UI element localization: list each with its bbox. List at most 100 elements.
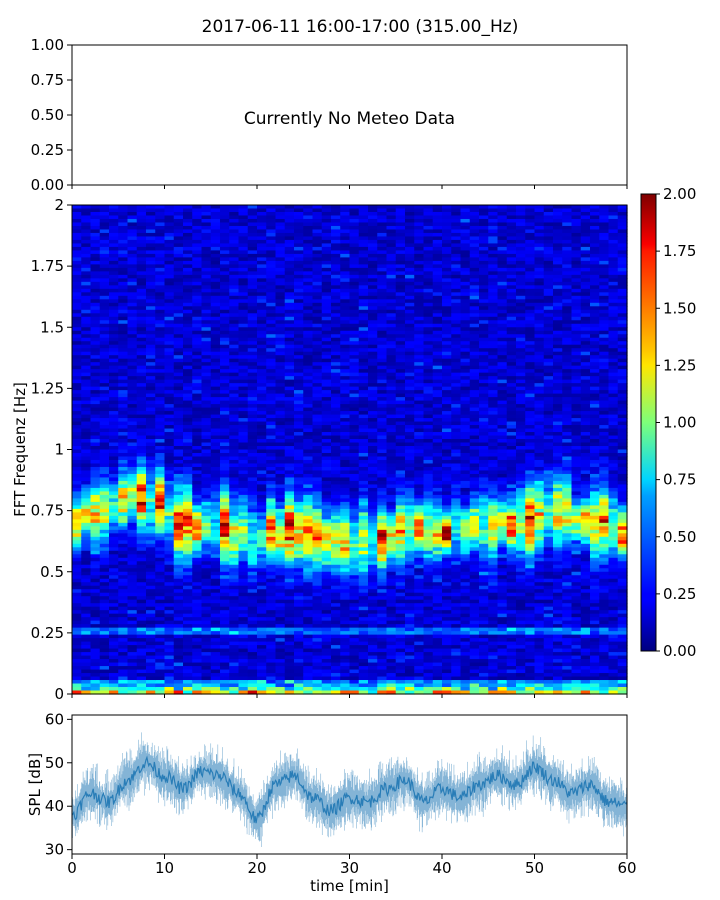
heatmap-cell — [266, 452, 277, 458]
heatmap-cell — [303, 215, 314, 220]
heatmap-cell — [155, 243, 166, 248]
heatmap-cell — [312, 634, 323, 639]
heatmap-cell — [201, 662, 212, 667]
heatmap-cell — [368, 589, 378, 594]
heatmap-cell — [146, 414, 156, 419]
heatmap-cell — [183, 393, 193, 398]
heatmap-cell — [312, 215, 323, 220]
heatmap-cell — [247, 400, 258, 405]
heatmap-cell — [90, 267, 101, 272]
heatmap-cell — [266, 442, 277, 447]
heatmap-cell — [238, 592, 249, 597]
heatmap-cell — [312, 550, 323, 555]
heatmap-cell — [164, 557, 175, 562]
heatmap-cell — [118, 687, 129, 692]
heatmap-cell — [210, 435, 221, 440]
heatmap-cell — [238, 337, 249, 342]
heatmap-cell — [321, 281, 332, 286]
heatmap-cell — [164, 613, 175, 618]
heatmap-cell — [220, 229, 230, 234]
heatmap-cell — [146, 501, 156, 506]
heatmap-cell — [321, 295, 332, 300]
heatmap-cell — [127, 620, 138, 625]
heatmap-cell — [349, 690, 360, 695]
heatmap-cell — [183, 638, 193, 643]
heatmap-cell — [303, 592, 314, 597]
heatmap-cell — [192, 540, 203, 545]
heatmap-cell — [183, 205, 193, 210]
heatmap-cell — [136, 236, 147, 241]
heatmap-cell — [386, 543, 397, 548]
heatmap-cell — [183, 327, 193, 332]
heatmap-cell — [136, 459, 147, 465]
heatmap-cell — [266, 473, 277, 479]
heatmap-cell — [210, 236, 221, 241]
heatmap-cell — [358, 446, 369, 451]
heatmap-cell — [220, 459, 230, 465]
heatmap-cell — [201, 267, 212, 272]
heatmap-cell — [331, 295, 341, 300]
heatmap-cell — [72, 390, 82, 395]
heatmap-cell — [303, 620, 314, 625]
heatmap-cell — [294, 599, 304, 604]
heatmap-cell — [294, 631, 304, 636]
heatmap-cell — [72, 323, 82, 328]
heatmap-cell — [386, 540, 397, 545]
heatmap-cell — [294, 302, 304, 307]
heatmap-cell — [358, 271, 369, 276]
heatmap-cell — [164, 386, 175, 391]
heatmap-cell — [266, 337, 277, 342]
heatmap-cell — [220, 288, 230, 293]
heatmap-cell — [340, 271, 351, 276]
heatmap-cell — [275, 428, 286, 433]
heatmap-cell — [275, 512, 286, 517]
heatmap-cell — [247, 659, 258, 664]
heatmap-cell — [118, 543, 129, 548]
heatmap-cell — [118, 624, 129, 629]
heatmap-cell — [247, 592, 258, 597]
heatmap-cell — [358, 211, 369, 217]
heatmap-cell — [358, 327, 369, 332]
heatmap-cell — [81, 330, 92, 335]
heatmap-cell — [340, 313, 351, 318]
heatmap-cell — [377, 355, 388, 360]
heatmap-cell — [340, 439, 351, 444]
heatmap-cell — [257, 613, 267, 618]
heatmap-cell — [99, 673, 110, 678]
heatmap-cell — [173, 218, 184, 224]
heatmap-cell — [275, 421, 286, 426]
heatmap-cell — [136, 526, 147, 531]
heatmap-cell — [164, 323, 175, 328]
heatmap-cell — [368, 285, 378, 290]
heatmap-cell — [358, 337, 369, 342]
heatmap-cell — [183, 687, 193, 692]
heatmap-cell — [118, 302, 129, 307]
heatmap-cell — [72, 232, 82, 238]
heatmap-cell — [155, 606, 166, 611]
heatmap-cell — [386, 337, 397, 342]
heatmap-cell — [358, 529, 369, 534]
heatmap-cell — [127, 491, 138, 496]
heatmap-cell — [284, 624, 295, 629]
heatmap-cell — [340, 508, 351, 513]
heatmap-cell — [275, 369, 286, 374]
heatmap-cell — [294, 477, 304, 482]
heatmap-cell — [109, 477, 119, 482]
heatmap-cell — [183, 215, 193, 220]
heatmap-cell — [146, 610, 156, 615]
heatmap-cell — [266, 568, 277, 573]
heatmap-cell — [247, 334, 258, 339]
heatmap-cell — [99, 585, 110, 590]
heatmap-cell — [183, 526, 193, 531]
heatmap-cell — [220, 215, 230, 220]
heatmap-cell — [90, 309, 101, 314]
heatmap-cell — [331, 369, 341, 374]
heatmap-cell — [99, 383, 110, 388]
heatmap-cell — [72, 362, 82, 367]
heatmap-cell — [136, 320, 147, 325]
heatmap-cell — [321, 229, 332, 234]
heatmap-cell — [266, 344, 277, 349]
heatmap-cell — [275, 449, 286, 454]
heatmap-cell — [118, 428, 129, 433]
